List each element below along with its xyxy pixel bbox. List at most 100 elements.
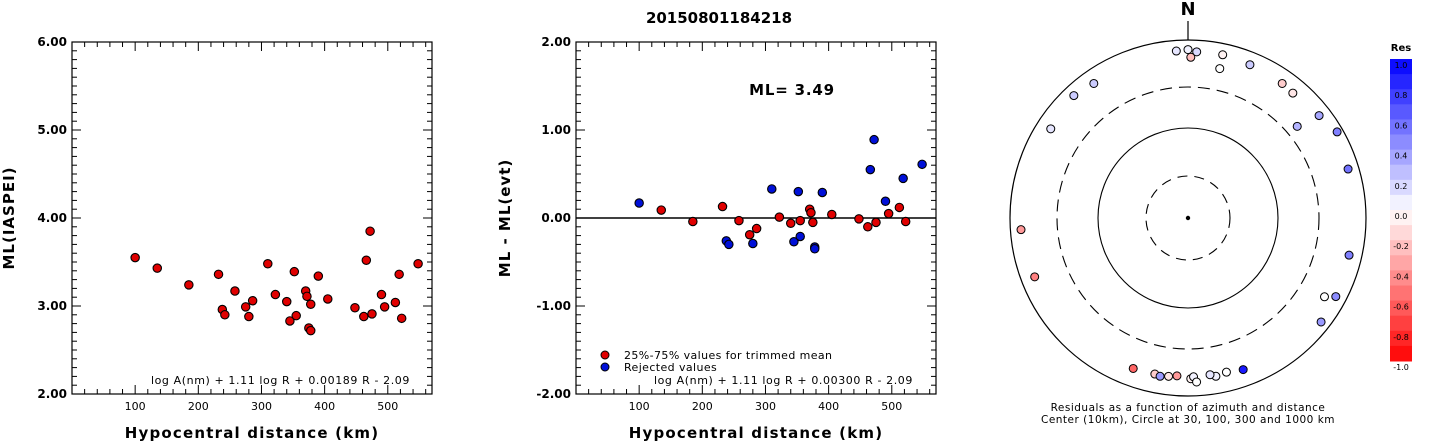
rejected-point [898,173,908,184]
legend-rejected-label: Rejected values [624,361,717,374]
x-tick-label: 200 [692,400,713,413]
used-point [883,208,894,219]
colorbar-tick-label: -0.8 [1393,333,1409,342]
data-point [365,226,375,236]
colorbar-cell [1390,149,1412,166]
colorbar-title: Res [1391,43,1411,54]
ring-300km [1056,86,1320,350]
ring-30km [1145,175,1231,261]
colorbar-tick-label: 0.0 [1395,212,1408,221]
colorbar-tick-label: -0.2 [1393,242,1409,251]
used-point [785,218,796,229]
station-marker [1205,370,1215,380]
station-markers [1016,45,1354,387]
panel-azimuth-residuals: N Residuals as a function of azimuth and… [1009,0,1367,426]
rejected-point [880,196,891,207]
legend-rejected-marker [600,362,610,372]
colorbar-cell [1390,315,1412,332]
x-tick-label: 500 [881,400,902,413]
station-marker [1238,365,1248,375]
station-marker [1215,64,1225,74]
colorbar-tick-label: 0.6 [1395,121,1408,130]
y-axis-label: ML - ML(evt) [496,159,514,277]
used-point [734,215,744,226]
used-point [751,223,762,234]
data-point [302,291,312,302]
station-marker [1128,363,1138,373]
used-point [827,209,837,220]
station-marker [1218,50,1228,60]
data-point [361,255,372,265]
colorbar-cell [1390,285,1412,302]
data-point [240,302,251,312]
x-tick-label: 100 [629,400,650,413]
colorbar-cell [1390,330,1412,347]
y-tick-label: 4.00 [37,211,67,225]
used-point [894,202,905,213]
panel-ml-vs-distance: 100 200 300 400 500 2.00 3.00 4.00 5.00 6.00 Hypo… [0,35,433,441]
station-marker [1186,52,1196,62]
station-marker [1319,292,1329,302]
data-point [305,325,316,336]
legend-used-label: 25%-75% values for trimmed mean [624,349,832,362]
legend: 25%-75% values for trimmed mean Rejected… [600,349,832,374]
used-point [900,216,911,227]
used-point [806,207,816,218]
station-marker [1046,124,1056,134]
colorbar-cell [1390,119,1412,135]
north-label: N [1180,0,1195,20]
figure-title: 20150801184218 [646,9,792,27]
data-point [281,296,292,307]
station-marker [1292,121,1302,131]
data-point [230,286,240,296]
station-marker [1030,272,1040,282]
used-point [863,222,873,232]
colorbar-tick-label: -0.4 [1393,272,1409,281]
axis-ticks: 100 200 300 400 500 2.00 3.00 4.00 5.00 6.00 [37,35,432,413]
used-point [717,201,728,212]
y-tick-label: 1.00 [541,123,571,137]
rejected-point [809,244,820,254]
colorbar-tick-label: 0.8 [1395,91,1408,100]
used-point [656,205,667,215]
rejected-point [634,198,644,208]
y-tick-label: -2.00 [536,387,571,401]
y-tick-label: 2.00 [37,387,67,401]
colorbar-tick-label: -1.0 [1393,363,1409,372]
x-axis-label: Hypocentral distance (km) [125,424,380,441]
data-point [413,259,423,269]
rejected-point [767,184,777,194]
colorbar-cell [1390,345,1412,362]
x-tick-label: 100 [125,400,146,413]
station-marker [1332,127,1342,137]
station-marker [1343,164,1353,174]
data-point [247,295,258,306]
colorbar-cell [1390,300,1412,317]
data-point [270,289,281,300]
y-tick-label: 5.00 [37,123,67,137]
ring-100km [1097,127,1279,309]
y-axis-label: ML(IASPEI) [0,166,18,269]
caption-line-2: Center (10km), Circle at 30, 100, 300 an… [1041,414,1335,426]
station-marker [1245,60,1255,70]
rejected-point [748,238,758,249]
data-point [220,310,230,320]
station-marker [1331,292,1341,302]
station-marker [1316,317,1326,327]
x-tick-label: 300 [251,400,272,413]
y-tick-label: 2.00 [541,35,571,49]
rejected-point [789,237,799,247]
colorbar-cell [1390,270,1412,286]
y-tick-label: 6.00 [37,35,67,49]
colorbar-tick-label: 0.2 [1395,182,1408,191]
legend-used-marker [600,350,610,360]
x-tick-label: 500 [377,400,398,413]
data-points [130,226,423,336]
colorbar-tick-label: -0.6 [1393,303,1409,312]
station-marker [1172,371,1182,381]
formula-label: log A(nm) + 1.11 log R + 0.00189 R - 2.0… [151,374,410,387]
colorbar-ticks: 1.0 0.8 0.6 0.4 0.2 0.0 -0.2 -0.4 -0.6 -0.8 -1.0 [1393,61,1409,372]
used-point [854,214,864,224]
colorbar-cell [1390,89,1412,105]
colorbar-tick-label: 0.4 [1395,152,1408,161]
